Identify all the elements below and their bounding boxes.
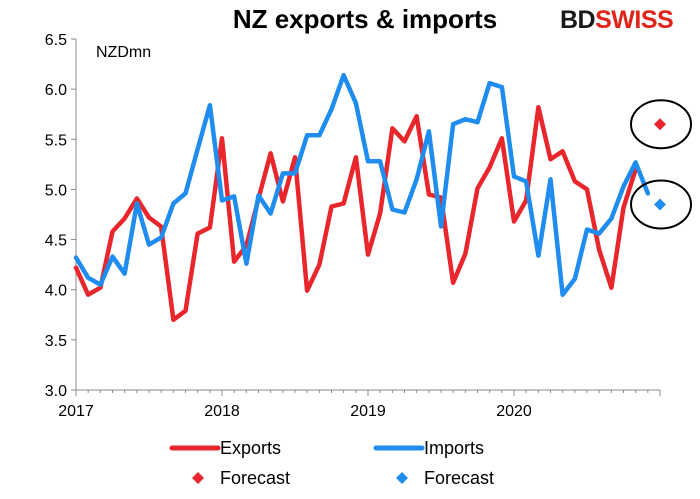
legend-marker-2 — [192, 472, 204, 484]
legend-marker-3 — [396, 472, 408, 484]
series-line-exports — [73, 104, 638, 323]
legend-label-1: Imports — [424, 438, 484, 458]
y-tick-label: 4.5 — [45, 233, 67, 250]
legend-label-3: Forecast — [424, 468, 494, 488]
forecast-marker-forecast-2 — [654, 118, 666, 131]
forecast-highlight-circle — [630, 99, 692, 150]
y-tick-label: 5.5 — [45, 132, 67, 149]
x-tick-label: 2020 — [496, 403, 532, 420]
chart-title: NZ exports & imports — [232, 4, 498, 34]
legend-label-0: Exports — [220, 438, 281, 458]
y-tick-label: 3.5 — [45, 333, 67, 350]
x-tick-label: 2018 — [204, 403, 240, 420]
series-line-imports — [73, 72, 651, 297]
unit-label: NZDmn — [96, 44, 152, 61]
y-tick-label: 5.0 — [45, 182, 67, 199]
legend-label-2: Forecast — [220, 468, 290, 488]
forecast-highlight-circle — [630, 179, 692, 230]
y-tick-label: 3.0 — [45, 383, 67, 400]
brand-logo-right: SWISS — [595, 6, 674, 34]
y-tick-label: 6.5 — [45, 32, 67, 49]
x-tick-label: 2019 — [350, 403, 386, 420]
x-tick-label: 2017 — [58, 403, 94, 420]
forecast-marker-forecast-3 — [654, 198, 666, 211]
y-tick-label: 6.0 — [45, 82, 67, 99]
y-tick-label: 4.0 — [45, 283, 67, 300]
brand-logo-left: BD — [560, 6, 596, 34]
brand-logo: BDSWISS — [560, 6, 674, 35]
